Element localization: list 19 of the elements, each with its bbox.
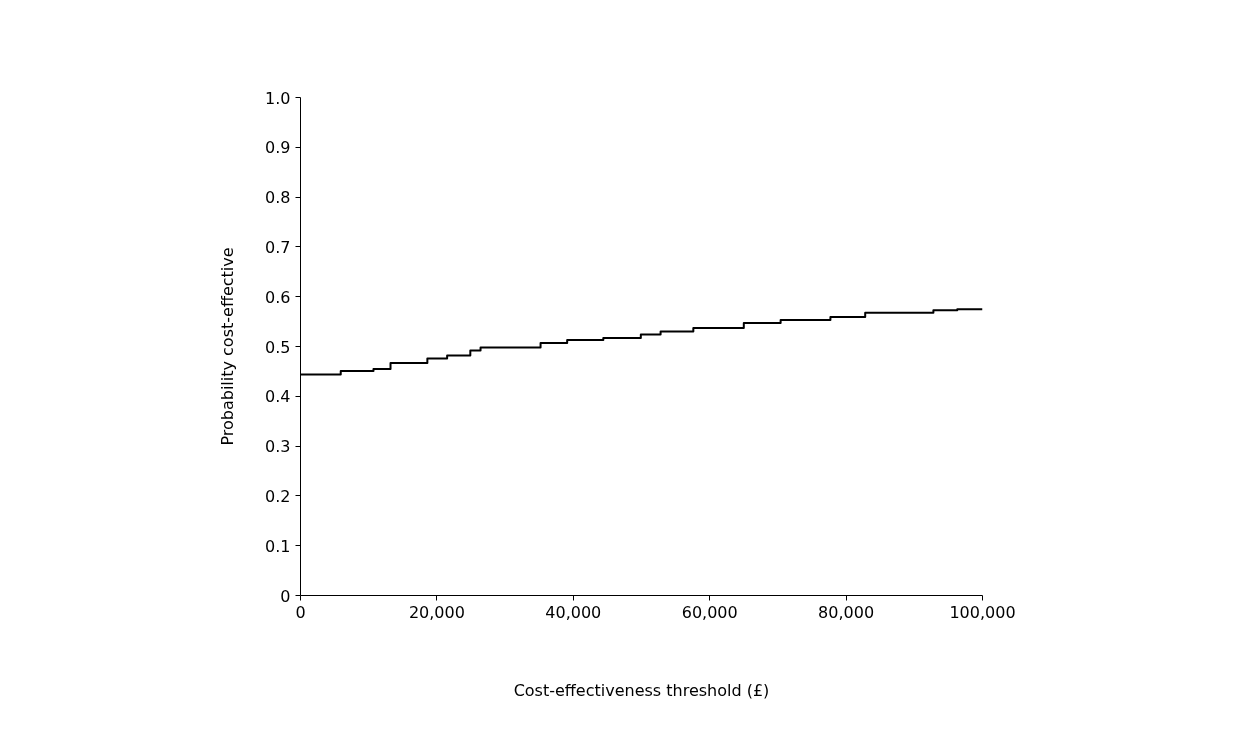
y-tick-label: 0.5: [265, 337, 291, 357]
x-tick-label: 0: [295, 602, 306, 622]
y-tick-label: 0.2: [265, 486, 291, 506]
y-tick-label: 0.9: [265, 138, 291, 158]
y-tick-label: 1.0: [265, 88, 291, 108]
y-tick-label: 0.6: [265, 287, 291, 307]
y-tick-label: 0.4: [265, 387, 291, 407]
x-tick-label: 60,000: [681, 602, 738, 622]
x-axis-title: Cost-effectiveness threshold (£): [513, 680, 770, 700]
y-tick-label: 0: [280, 586, 291, 606]
y-tick-label: 0.3: [265, 437, 291, 457]
x-tick-label: 100,000: [949, 602, 1016, 622]
y-tick-label: 0.8: [265, 188, 291, 208]
y-axis-title: Probability cost-effective: [218, 247, 238, 446]
x-tick-label: 40,000: [545, 602, 602, 622]
x-tick-label: 20,000: [408, 602, 465, 622]
y-tick-label: 0.1: [265, 536, 291, 556]
x-tick-label: 80,000: [818, 602, 875, 622]
y-tick-label: 0.7: [265, 237, 291, 257]
